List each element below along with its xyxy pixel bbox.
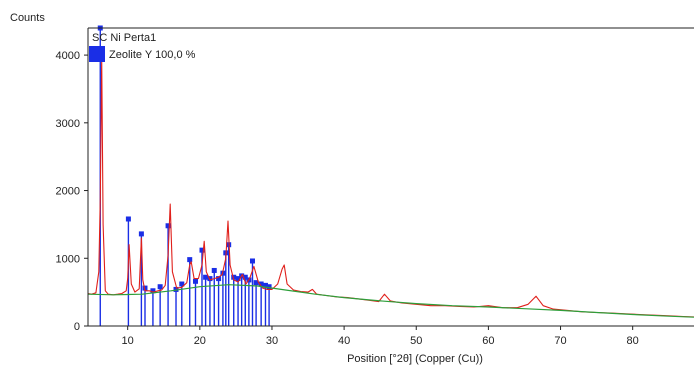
legend-swatch-zeolite — [89, 46, 105, 62]
reference-peak-marker — [179, 281, 185, 287]
y-axis-title: Counts — [10, 12, 45, 24]
reference-peak-marker — [199, 247, 205, 253]
x-tick-label: 20 — [194, 335, 206, 347]
reference-peak-marker — [165, 223, 171, 229]
x-tick-label: 60 — [482, 335, 494, 347]
reference-peak-marker — [266, 284, 272, 290]
reference-peak-marker — [150, 288, 156, 294]
y-tick-label: 2000 — [56, 186, 80, 198]
reference-peak-marker — [262, 282, 268, 288]
x-tick-label: 40 — [338, 335, 350, 347]
reference-peak-marker — [207, 276, 213, 282]
reference-peak-marker — [211, 267, 217, 273]
reference-peak-marker — [138, 231, 144, 237]
legend-entry-sample: SC Ni Perta1 — [92, 32, 156, 44]
reference-peak-marker — [216, 276, 222, 282]
reference-peak-marker — [173, 286, 179, 292]
reference-peak-marker — [231, 274, 237, 280]
reference-peak-marker — [235, 276, 241, 282]
x-axis-title: Position [°2θ] (Copper (Cu)) — [347, 353, 483, 365]
plot-background — [88, 28, 694, 326]
background-line — [87, 284, 694, 318]
reference-peak-marker — [157, 284, 163, 290]
legend-entry-zeolite: Zeolite Y 100,0 % — [109, 49, 196, 61]
y-tick-label: 4000 — [56, 50, 80, 62]
x-tick-label: 80 — [627, 335, 639, 347]
reference-peak-marker — [125, 216, 131, 222]
measured-pattern-line — [87, 57, 694, 318]
y-tick-label: 1000 — [56, 253, 80, 265]
y-tick-label: 3000 — [56, 118, 80, 130]
reference-peak-marker — [187, 257, 193, 263]
x-tick-label: 70 — [554, 335, 566, 347]
reference-peak-marker — [203, 274, 209, 280]
y-tick-label: 0 — [74, 321, 80, 333]
reference-peak-marker — [192, 278, 198, 284]
reference-peak-marker — [258, 281, 264, 287]
x-tick-label: 30 — [266, 335, 278, 347]
reference-peak-marker — [242, 274, 248, 280]
x-tick-label: 10 — [122, 335, 134, 347]
reference-peak-marker — [249, 258, 255, 264]
x-tick-label: 50 — [410, 335, 422, 347]
reference-peak-marker — [253, 280, 259, 286]
